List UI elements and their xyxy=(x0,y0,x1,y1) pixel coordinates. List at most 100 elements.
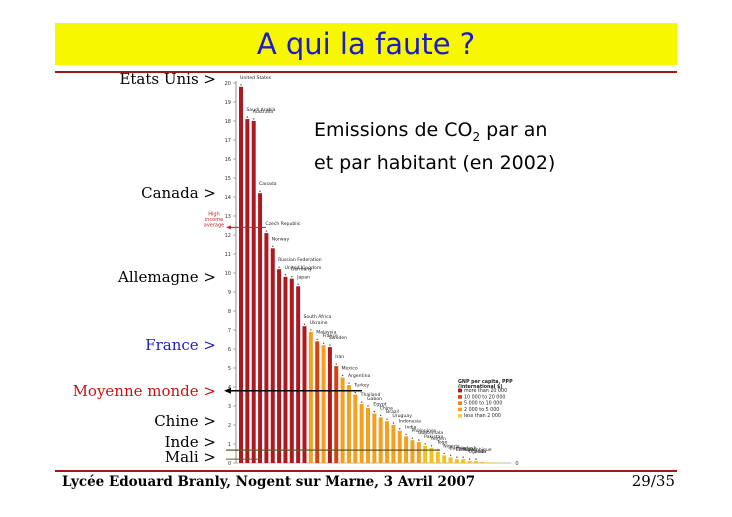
bar-label: Saudi Arabia xyxy=(246,107,275,113)
bar xyxy=(283,276,288,463)
bar xyxy=(461,459,466,463)
bar xyxy=(302,326,307,463)
legend-swatch xyxy=(458,407,462,412)
bar-label: Czech Republic xyxy=(265,221,300,227)
bar-label: Japan xyxy=(296,274,310,280)
bar-label: Norway xyxy=(272,236,290,242)
bar-label-dot xyxy=(405,433,407,436)
bar-label: Indonesia xyxy=(399,419,421,425)
y-tick-label: 17 xyxy=(225,138,231,144)
bar xyxy=(416,442,421,463)
bar-label: Bangladesh xyxy=(450,445,477,451)
bar-label: Iran xyxy=(335,354,344,360)
bar xyxy=(378,417,383,463)
bar xyxy=(270,248,275,463)
bar-label: Yemen xyxy=(430,436,446,442)
bar-label: United States xyxy=(240,75,272,81)
caption-line1-post: par an xyxy=(480,119,548,141)
legend-label: more than 20 000 xyxy=(464,388,507,394)
bar-label-dot xyxy=(354,391,356,394)
bar-label-dot xyxy=(278,266,280,268)
bar xyxy=(296,286,301,463)
bottom-rule xyxy=(55,470,677,472)
bar-label: Brazil xyxy=(386,409,399,415)
caption-subscript: 2 xyxy=(472,129,481,144)
bar-label-dot xyxy=(373,410,376,413)
bar xyxy=(321,345,326,463)
bar xyxy=(493,462,497,464)
x-axis-end-label: 0 xyxy=(515,461,518,467)
bar xyxy=(359,404,364,463)
y-tick-label: 13 xyxy=(225,214,231,220)
legend-label: 2 000 to 5 000 xyxy=(464,407,499,413)
bar xyxy=(251,121,256,463)
bar-label: Pakistan xyxy=(424,434,443,440)
high-income-average-label: average xyxy=(204,222,224,228)
world-average-arrow xyxy=(224,387,231,394)
bar xyxy=(366,407,370,463)
y-tick-label: 14 xyxy=(225,195,231,201)
country-label: Inde > xyxy=(164,433,216,452)
bar-label-dot xyxy=(322,342,325,344)
bar-label-dot xyxy=(424,443,426,445)
y-tick-label: 12 xyxy=(225,233,231,239)
bar-label: Mozambique xyxy=(462,447,491,453)
country-label: Moyenne monde > xyxy=(72,381,216,400)
bar xyxy=(315,341,320,463)
high-income-average-label: High xyxy=(208,211,220,217)
bar-label-dot xyxy=(392,422,395,424)
bar-label-dot xyxy=(316,338,318,341)
bar-label: Australia xyxy=(253,109,274,115)
bar xyxy=(397,430,402,463)
bar-label: Nigeria xyxy=(443,443,460,449)
bar-label-dot xyxy=(335,363,337,365)
bar-label-dot xyxy=(272,245,274,247)
bar-label-dot xyxy=(449,454,452,456)
y-tick-label: 7 xyxy=(228,328,231,334)
y-tick-label: 11 xyxy=(225,252,231,258)
title-band xyxy=(55,23,677,65)
bar-label-dot xyxy=(399,428,401,430)
y-tick-label: 9 xyxy=(228,290,231,296)
bar xyxy=(442,455,447,463)
bar-label-dot xyxy=(329,344,331,346)
bar xyxy=(289,278,294,463)
bar xyxy=(385,421,390,463)
bar-label: Uruguay xyxy=(392,413,412,419)
y-tick-label: 3 xyxy=(228,404,231,410)
bar-label-dot xyxy=(310,329,312,331)
bar-label-dot xyxy=(443,452,445,455)
bar xyxy=(346,385,351,463)
bar xyxy=(308,331,313,463)
bar xyxy=(429,447,434,463)
y-tick-label: 0 xyxy=(228,461,231,467)
legend-label: less than 2 000 xyxy=(464,413,501,419)
bar xyxy=(423,445,428,463)
bar-label-dot xyxy=(456,456,458,458)
y-tick-label: 15 xyxy=(225,176,231,182)
bar xyxy=(258,193,263,463)
high-income-average-label: income xyxy=(205,217,223,223)
y-tick-label: 5 xyxy=(228,366,231,372)
bar xyxy=(340,377,345,463)
slide-title: A qui la faute ? xyxy=(256,27,476,61)
bar-label-dot xyxy=(284,274,287,276)
y-tick-label: 2 xyxy=(228,423,231,429)
caption-line2: et par habitant (en 2002) xyxy=(314,151,556,174)
y-tick-label: 8 xyxy=(228,309,231,315)
bar-label: United Kingdom xyxy=(284,265,321,271)
caption-line1-pre: Emissions de CO xyxy=(314,119,473,141)
country-label: Allemagne > xyxy=(118,267,216,286)
bar xyxy=(264,233,269,463)
bar-label-dot xyxy=(240,84,242,86)
bar-label: South Africa xyxy=(304,314,332,320)
bar-label: Germany xyxy=(291,267,312,273)
bar xyxy=(473,461,478,463)
bar xyxy=(334,366,339,463)
legend-swatch xyxy=(458,414,462,418)
country-label: France > xyxy=(145,336,216,355)
bar-label: Togo xyxy=(436,440,448,446)
legend-swatch xyxy=(458,401,462,405)
legend-swatch xyxy=(458,395,462,399)
